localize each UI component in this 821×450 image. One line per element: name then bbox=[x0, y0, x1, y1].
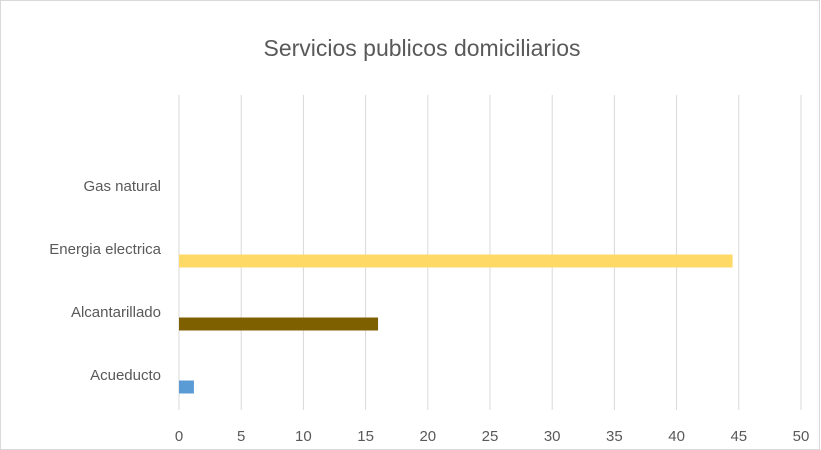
bar bbox=[179, 254, 733, 268]
x-tick-label: 50 bbox=[793, 428, 810, 445]
x-tick-label: 25 bbox=[482, 428, 499, 445]
x-tick-label: 0 bbox=[175, 428, 183, 445]
x-tick-label: 20 bbox=[419, 428, 436, 445]
x-tick-label: 40 bbox=[668, 428, 685, 445]
x-tick-label: 45 bbox=[730, 428, 747, 445]
y-tick-label: Alcantarillado bbox=[71, 304, 161, 321]
x-tick-label: 15 bbox=[357, 428, 374, 445]
chart-title: Servicios publicos domiciliarios bbox=[263, 35, 580, 61]
x-tick-label: 30 bbox=[544, 428, 561, 445]
y-tick-label: Energia electrica bbox=[49, 241, 161, 258]
y-tick-label: Acueducto bbox=[90, 367, 161, 384]
x-tick-label: 5 bbox=[237, 428, 245, 445]
x-tick-label: 10 bbox=[295, 428, 312, 445]
y-tick-label: Gas natural bbox=[83, 178, 161, 195]
bar bbox=[179, 380, 194, 394]
bar bbox=[179, 317, 379, 331]
x-tick-label: 35 bbox=[606, 428, 623, 445]
